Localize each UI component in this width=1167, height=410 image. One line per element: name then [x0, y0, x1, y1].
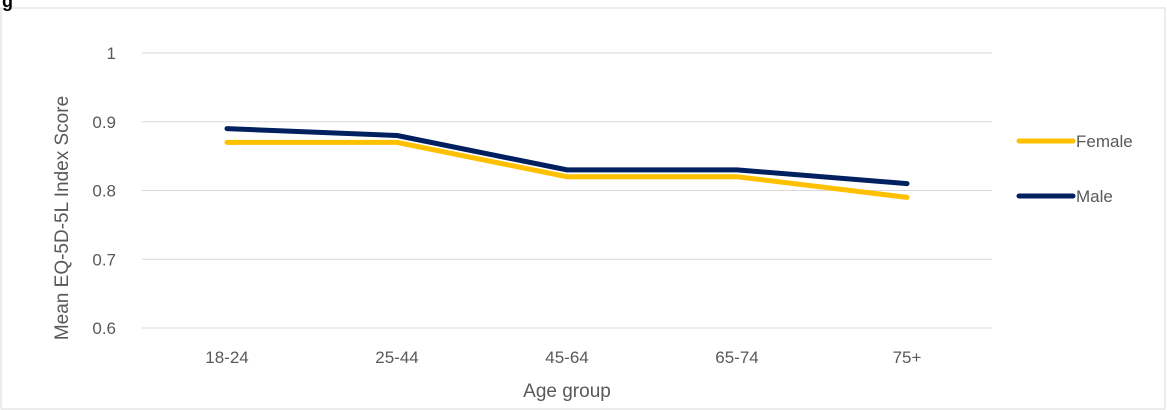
x-tick-label: 18-24: [205, 348, 248, 367]
x-tick-labels: 18-24 25-44 45-64 65-74 75+: [205, 348, 921, 367]
y-tick-label: 0.6: [92, 319, 116, 338]
y-tick-labels: 0.6 0.7 0.8 0.9 1: [92, 44, 116, 338]
legend-label-male: Male: [1076, 187, 1113, 206]
gridlines: [142, 52, 992, 329]
x-tick-label: 45-64: [545, 348, 588, 367]
x-tick-label: 25-44: [375, 348, 418, 367]
x-tick-label: 65-74: [715, 348, 758, 367]
y-tick-label: 0.8: [92, 182, 116, 201]
x-tick-label: 75+: [893, 348, 922, 367]
series-lines: [224, 126, 910, 200]
y-tick-label: 0.9: [92, 113, 116, 132]
chart-border: [0, 7, 1166, 410]
y-tick-label: 0.7: [92, 250, 116, 269]
legend-label-female: Female: [1076, 132, 1133, 151]
y-axis-title: Mean EQ-5D-5L Index Score: [52, 96, 73, 340]
legend: Female Male: [1016, 132, 1133, 206]
y-tick-label: 1: [107, 44, 116, 63]
figure-title-fragment: g: [2, 0, 13, 11]
x-axis-title: Age group: [523, 381, 611, 402]
